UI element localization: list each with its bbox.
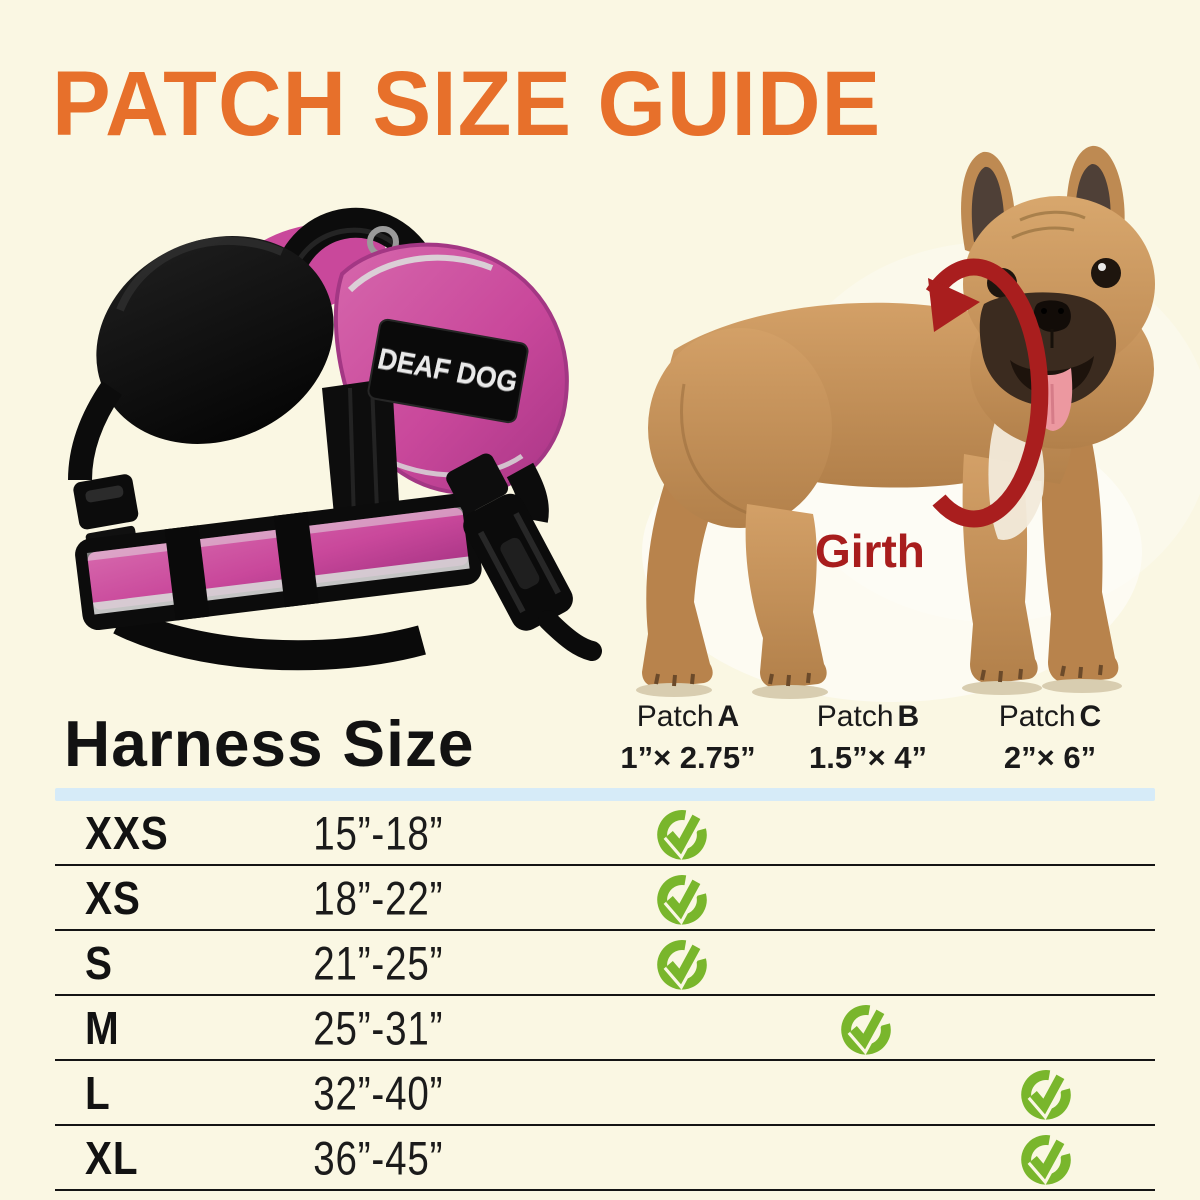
check-icon — [657, 809, 707, 860]
header-divider-bar — [55, 788, 1155, 801]
check-icon — [841, 1004, 891, 1055]
table-rows: XXS 15”-18” XS 18”-22” S 21”-25” M 25”-31” L 32”-… — [55, 801, 1155, 1191]
girth-range-value: 32”-40” — [313, 1066, 443, 1119]
girth-label: Girth — [815, 525, 925, 577]
table-row: XXS 15”-18” — [55, 801, 1155, 866]
deaf-dog-patch-text: DEAF DOG — [375, 342, 521, 399]
harness-size-value: M — [85, 1001, 120, 1054]
harness-size-value: XXS — [85, 806, 169, 859]
patch-c-check — [1019, 1131, 1073, 1185]
harness-size-value: L — [85, 1066, 111, 1119]
table-row: XS 18”-22” — [55, 866, 1155, 931]
column-header-patch-c: Patch C 2”× 6” — [940, 700, 1160, 776]
page-title: PATCH SIZE GUIDE — [52, 51, 882, 155]
girth-range-value: 15”-18” — [313, 806, 443, 859]
check-icon — [657, 939, 707, 990]
harness-size-value: XS — [85, 871, 141, 924]
table-row: M 25”-31” — [55, 996, 1155, 1061]
harness-size-header: Harness Size — [64, 707, 475, 781]
patch-a-letter: A — [717, 700, 740, 733]
patch-c-label: Patch — [998, 700, 1076, 733]
check-icon — [1021, 1134, 1071, 1185]
patch-a-check — [655, 806, 709, 860]
patch-b-label: Patch — [816, 700, 894, 733]
table-row: L 32”-40” — [55, 1061, 1155, 1126]
girth-range-value: 25”-31” — [313, 1001, 443, 1054]
patch-a-label: Patch — [636, 700, 714, 733]
patch-b-check — [839, 1001, 893, 1055]
harness-size-value: S — [85, 936, 113, 989]
table-row: XL 36”-45” — [55, 1126, 1155, 1191]
harness-size-value: XL — [85, 1131, 139, 1184]
harness-photo — [68, 207, 602, 671]
patch-c-size: 2”× 6” — [1003, 740, 1097, 775]
girth-range-value: 36”-45” — [313, 1131, 443, 1184]
check-icon — [1021, 1069, 1071, 1120]
column-header-patch-a: Patch A 1”× 2.75” — [578, 700, 798, 776]
dog-photo — [636, 145, 1200, 702]
patch-a-check — [655, 871, 709, 925]
column-header-patch-b: Patch B 1.5”× 4” — [758, 700, 978, 776]
patch-c-letter: C — [1079, 700, 1102, 733]
check-icon — [657, 874, 707, 925]
table-row: S 21”-25” — [55, 931, 1155, 996]
patch-a-size: 1”× 2.75” — [620, 740, 756, 775]
patch-a-check — [655, 936, 709, 990]
patch-b-letter: B — [897, 700, 920, 733]
size-table: Harness Size Patch A 1”× 2.75” Patch B 1.5… — [0, 698, 1200, 1200]
girth-range-value: 18”-22” — [313, 871, 443, 924]
patch-b-size: 1.5”× 4” — [808, 740, 928, 775]
girth-range-value: 21”-25” — [313, 936, 443, 989]
patch-c-check — [1019, 1066, 1073, 1120]
